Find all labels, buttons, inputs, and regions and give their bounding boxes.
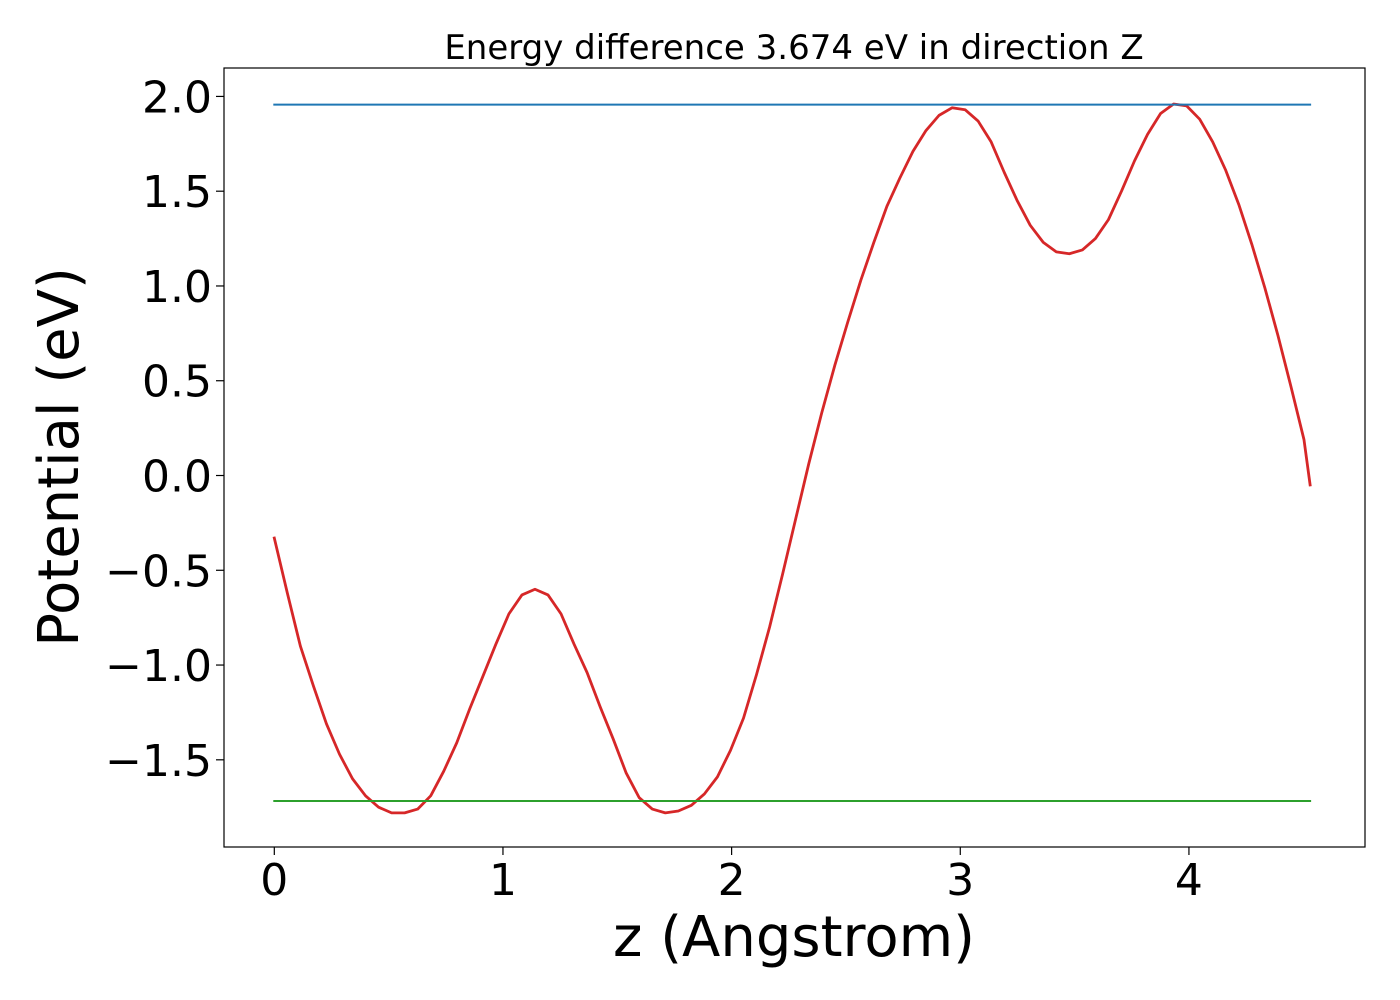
x-tick-label: 0 (260, 855, 288, 906)
y-tick-label: 1.0 (142, 262, 212, 313)
plot-frame (223, 67, 1366, 848)
x-axis-label: z (Angstrom) (613, 905, 975, 970)
y-axis-ticks: −1.5 −1.0 −0.5 0.0 0.5 1.0 1.5 2.0 (105, 72, 224, 787)
potential-line (272, 102, 1312, 815)
x-tick-label: 2 (718, 855, 746, 906)
y-tick-label: −0.5 (105, 546, 212, 597)
x-axis-ticks: 0 1 2 3 4 (260, 847, 1203, 906)
series-layer (272, 102, 1312, 815)
y-tick-label: 0.5 (142, 357, 212, 408)
x-tick-label: 1 (489, 855, 517, 906)
y-tick-label: −1.5 (105, 736, 212, 787)
x-tick-label: 4 (1175, 855, 1203, 906)
chart-title: Energy difference 3.674 eV in direction … (444, 28, 1143, 68)
y-tick-label: −1.0 (105, 641, 212, 692)
y-axis-label: Potential (eV) (27, 267, 92, 647)
x-tick-label: 3 (946, 855, 974, 906)
y-tick-label: 1.5 (142, 167, 212, 218)
y-tick-label: 2.0 (142, 72, 212, 123)
y-tick-label: 0.0 (142, 452, 212, 503)
